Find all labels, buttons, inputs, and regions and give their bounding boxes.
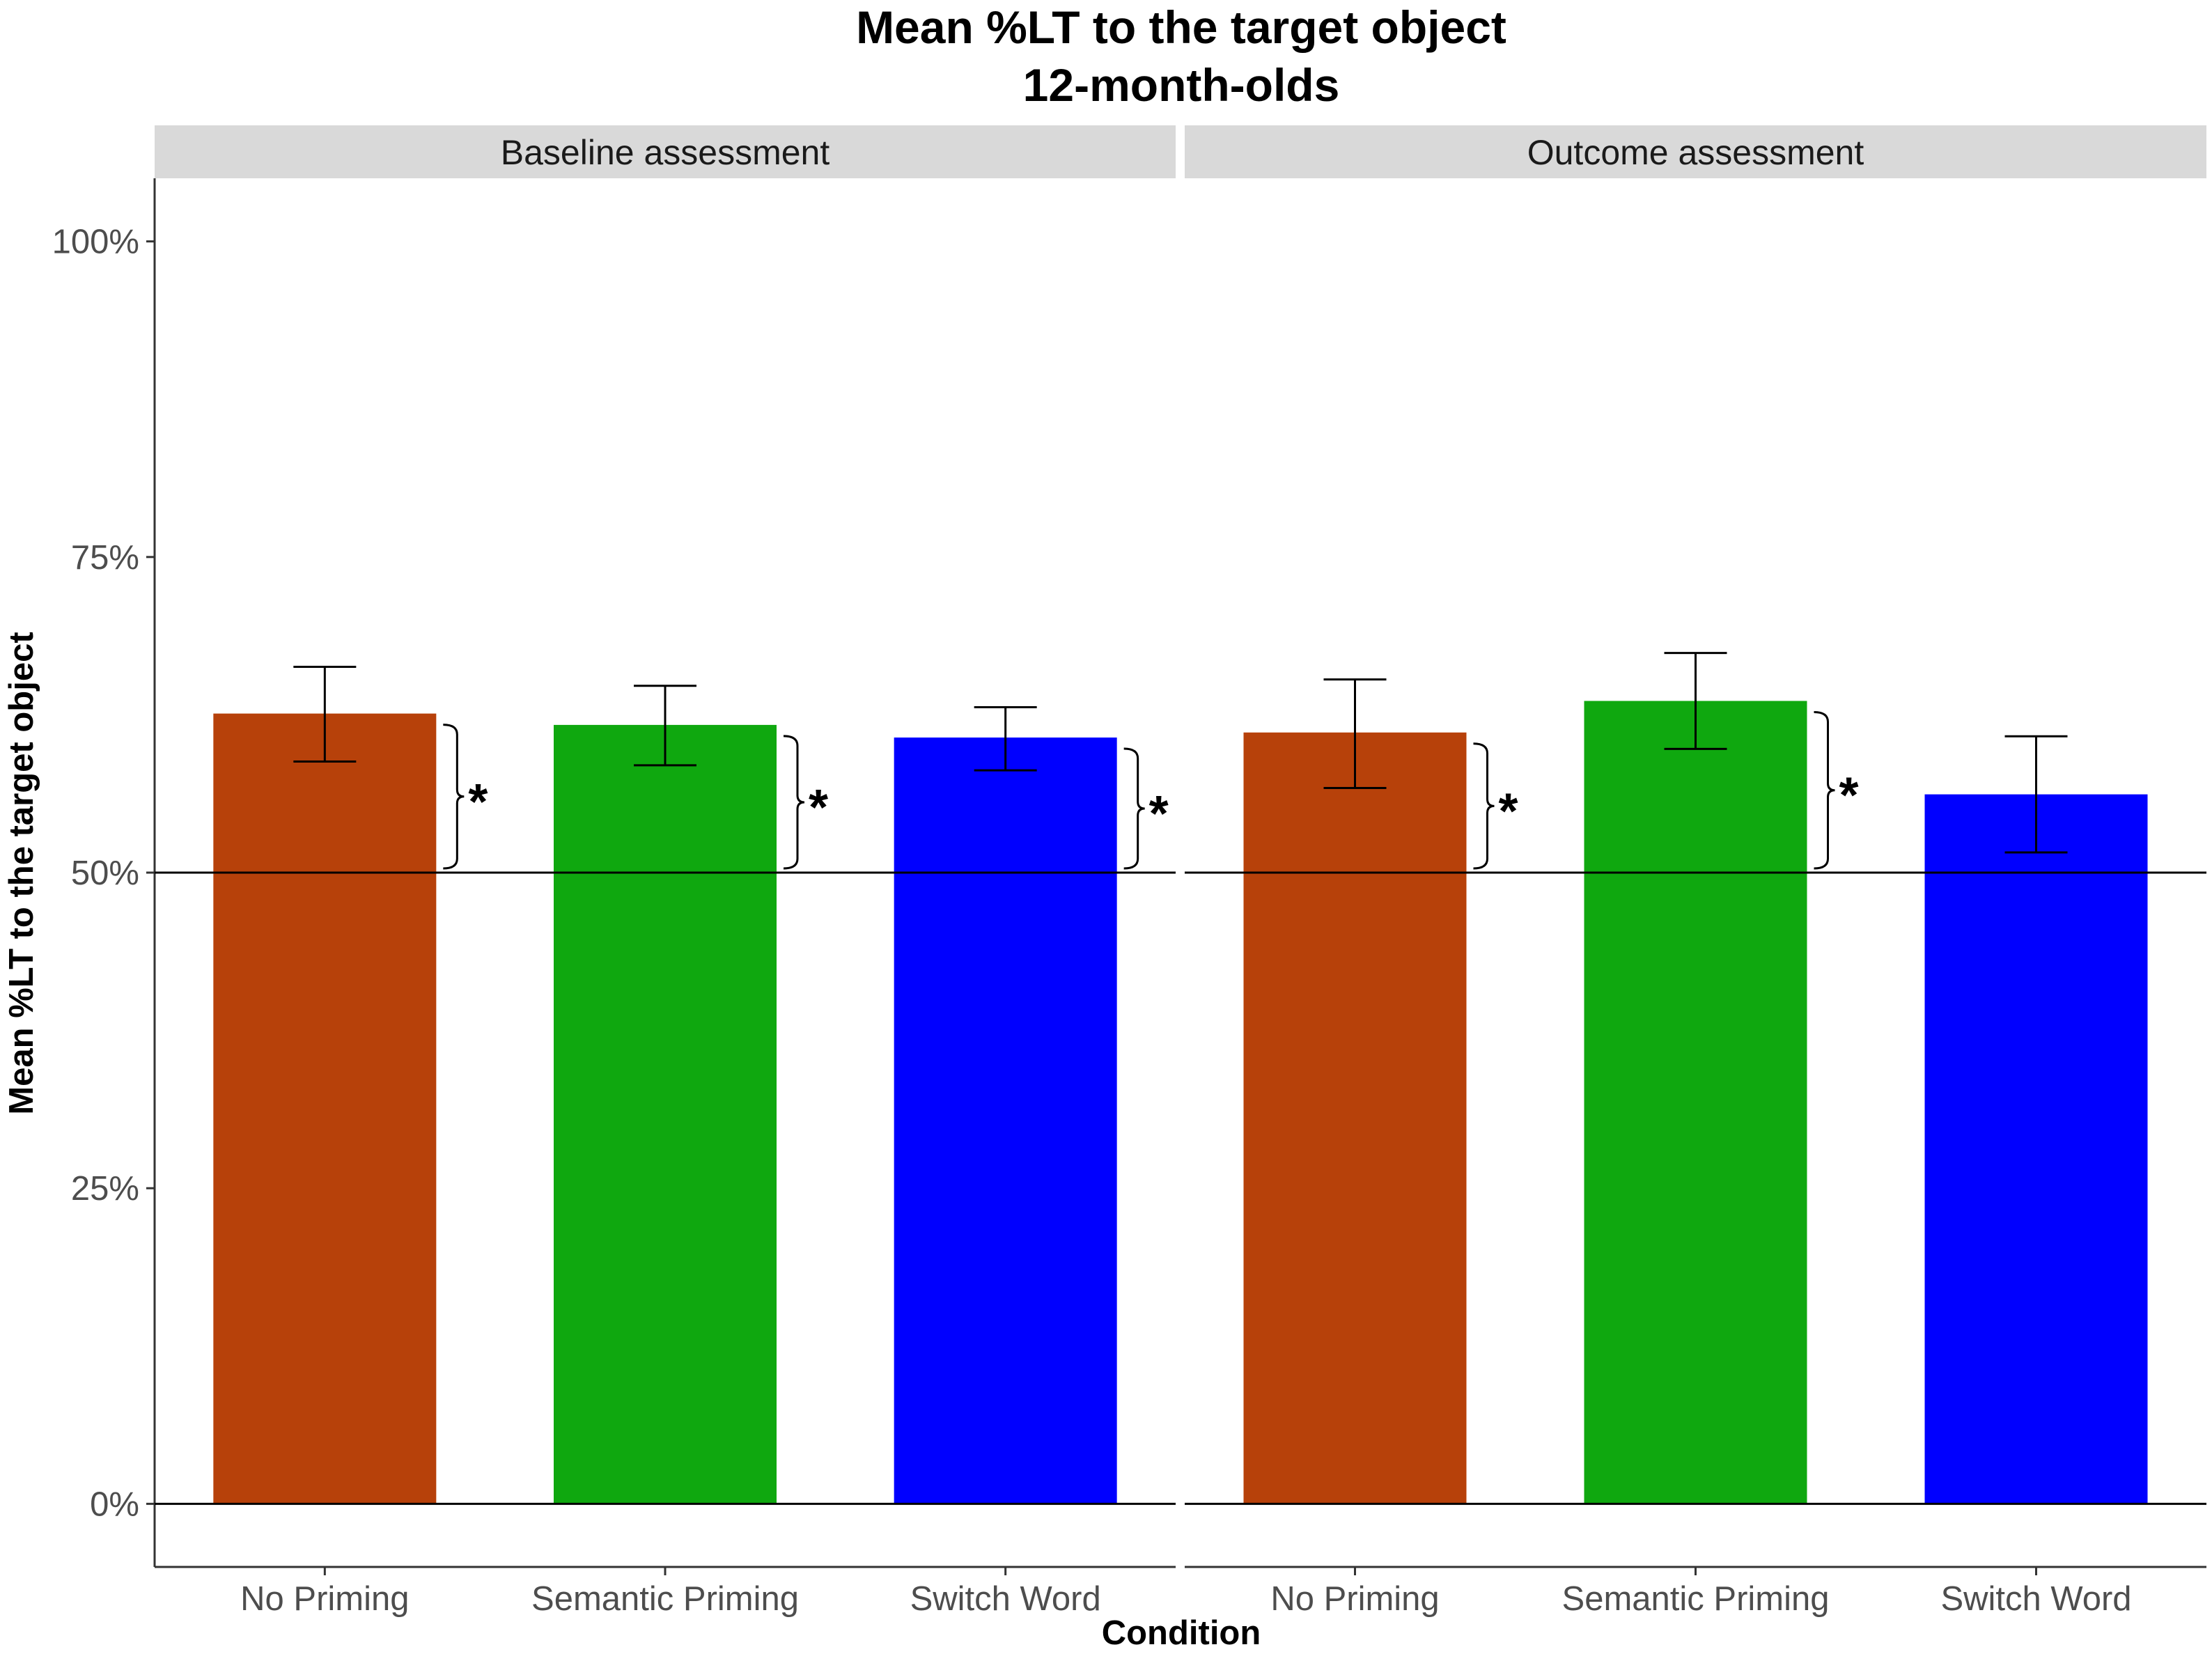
x-tick-label: Semantic Priming: [531, 1580, 799, 1618]
significance-asterisk: *: [809, 780, 828, 836]
x-tick-label: Semantic Priming: [1562, 1580, 1830, 1618]
y-tick-label: 25%: [71, 1170, 139, 1208]
y-tick-label: 100%: [52, 224, 139, 261]
significance-asterisk: *: [1499, 783, 1518, 839]
facet-strip-label: Baseline assessment: [501, 133, 830, 172]
bar: [1584, 701, 1807, 1504]
significance-asterisk: *: [1839, 768, 1859, 824]
bar: [894, 738, 1117, 1504]
y-tick-label: 0%: [90, 1485, 139, 1523]
x-tick-label: No Priming: [1270, 1580, 1439, 1618]
y-tick-label: 75%: [71, 539, 139, 577]
x-axis-title: Condition: [1102, 1614, 1261, 1652]
facet-strip: [155, 125, 1176, 178]
chart-subtitle: 12-month-olds: [1023, 59, 1340, 111]
significance-bracket: [1473, 742, 1495, 870]
plot-area: 0% 25% 50% 75% 100% Baseline assessment * No Pr…: [52, 125, 2206, 1618]
y-axis-title: Mean %LT to the target object: [3, 632, 40, 1114]
chart-title: Mean %LT to the target object: [856, 1, 1506, 53]
bar: [554, 724, 777, 1504]
x-tick-label: No Priming: [240, 1580, 409, 1618]
bar: [1243, 732, 1467, 1504]
significance-bracket: [1814, 710, 1835, 870]
bar: [213, 713, 437, 1504]
bar: [1924, 794, 2148, 1504]
significance-bracket: [443, 724, 465, 870]
significance-asterisk: *: [468, 774, 488, 830]
facet-strip-label: Outcome assessment: [1527, 133, 1864, 172]
x-tick-label: Switch Word: [910, 1580, 1101, 1618]
x-tick-label: Switch Word: [1940, 1580, 2131, 1618]
significance-bracket: [783, 735, 805, 870]
facet-strip: [1185, 125, 2206, 178]
significance-asterisk: *: [1149, 786, 1169, 842]
y-tick-label: 50%: [71, 855, 139, 892]
